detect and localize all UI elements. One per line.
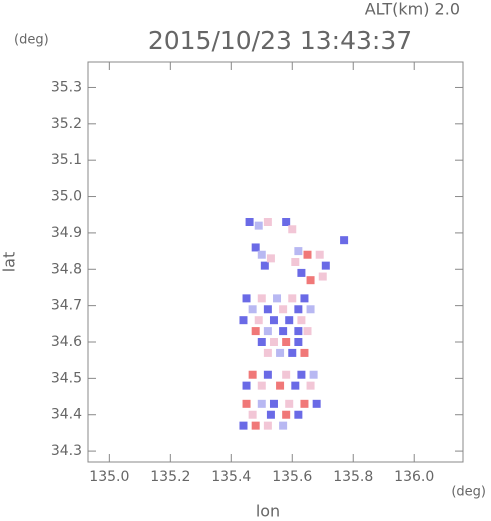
echo-cell [257, 250, 266, 259]
y-tick-label: 35.0 [51, 189, 82, 205]
echo-cell [266, 410, 275, 419]
echo-cell [279, 421, 288, 430]
y-tick-label: 34.6 [51, 334, 82, 350]
altitude-label: ALT(km) 2.0 [365, 0, 460, 19]
echo-cell [242, 381, 251, 390]
echo-cell [242, 294, 251, 303]
echo-cell [263, 370, 272, 379]
echo-cell [294, 338, 303, 346]
echo-cell [288, 348, 297, 357]
echo-cell [251, 243, 260, 252]
y-tick-label: 34.9 [51, 225, 82, 241]
echo-cell [300, 399, 309, 408]
echo-cell [291, 258, 300, 266]
echo-cell [303, 327, 312, 336]
echo-cell [263, 421, 272, 430]
x-axis-label: lon [256, 502, 280, 521]
x-tick-label: 135.8 [333, 469, 373, 485]
echo-cell [309, 370, 318, 379]
y-tick-label: 34.8 [51, 261, 82, 277]
y-tick-label: 34.7 [51, 298, 82, 314]
echo-cell [245, 218, 254, 226]
y-axis-label: lat [0, 252, 19, 273]
echo-cell [276, 348, 285, 357]
echo-cell [312, 399, 321, 408]
echo-cell [288, 294, 297, 303]
echo-cell [279, 305, 288, 314]
echo-cell [300, 348, 309, 357]
echo-cell [276, 381, 285, 390]
echo-cell [300, 294, 309, 303]
y-tick-label: 35.1 [51, 152, 82, 168]
echo-cell [340, 236, 349, 245]
echo-cell [266, 254, 275, 263]
echo-cell [285, 316, 294, 325]
y-tick-label: 34.3 [51, 443, 82, 459]
echo-cell [257, 294, 266, 303]
y-tick-label: 35.2 [51, 116, 82, 132]
echo-cell [318, 272, 327, 281]
echo-cell [282, 370, 291, 379]
echo-cell [282, 338, 291, 346]
echo-cell [321, 261, 330, 270]
y-tick-label: 34.4 [51, 407, 82, 423]
echo-cell [306, 381, 315, 390]
echo-cell [269, 338, 278, 346]
echo-cell [282, 218, 291, 226]
x-tick-label: 136.0 [394, 469, 434, 485]
x-tick-label: 135.4 [211, 469, 251, 485]
echo-cell [288, 225, 297, 234]
x-unit: (deg) [451, 485, 486, 500]
y-tick-label: 34.5 [51, 370, 82, 386]
echo-cell [315, 250, 324, 259]
echo-cell [251, 327, 260, 336]
echo-cell [263, 305, 272, 314]
echo-cell [294, 247, 303, 256]
echo-cell [273, 294, 282, 303]
echo-cell [248, 305, 257, 314]
echo-cell [269, 399, 278, 408]
echo-cell [254, 221, 263, 230]
echo-cell [306, 305, 315, 314]
echo-cell [306, 276, 315, 285]
x-tick-label: 135.0 [89, 469, 129, 485]
echo-cell [263, 218, 272, 226]
echo-cell [248, 370, 257, 379]
echo-cell [303, 250, 312, 259]
plot-frame [87, 61, 464, 463]
echo-cell [239, 421, 248, 430]
echo-cell [269, 316, 278, 325]
echo-cell [254, 316, 263, 325]
x-tick-label: 135.2 [150, 469, 190, 485]
echo-cell [263, 348, 272, 357]
y-unit: (deg) [14, 33, 49, 48]
echo-cell [294, 327, 303, 336]
echo-cell [263, 327, 272, 336]
echo-cell [257, 338, 266, 346]
chart-title: 2015/10/23 13:43:37 [148, 26, 412, 55]
y-tick-label: 35.3 [51, 79, 82, 95]
echo-cell [260, 261, 269, 270]
echo-cell [251, 421, 260, 430]
echo-cell [242, 399, 251, 408]
echo-cell [282, 410, 291, 419]
echo-cell [285, 399, 294, 408]
echo-cell [297, 316, 306, 325]
echo-cell [257, 399, 266, 408]
echo-cell [279, 327, 288, 336]
echo-cell [291, 381, 300, 390]
echo-cell [294, 410, 303, 419]
echo-cell [297, 370, 306, 379]
echo-cell [294, 305, 303, 314]
echo-cell [248, 410, 257, 419]
x-tick-label: 135.6 [272, 469, 312, 485]
echo-cell [297, 268, 306, 277]
echo-cell [257, 381, 266, 390]
echo-cell [239, 316, 248, 325]
